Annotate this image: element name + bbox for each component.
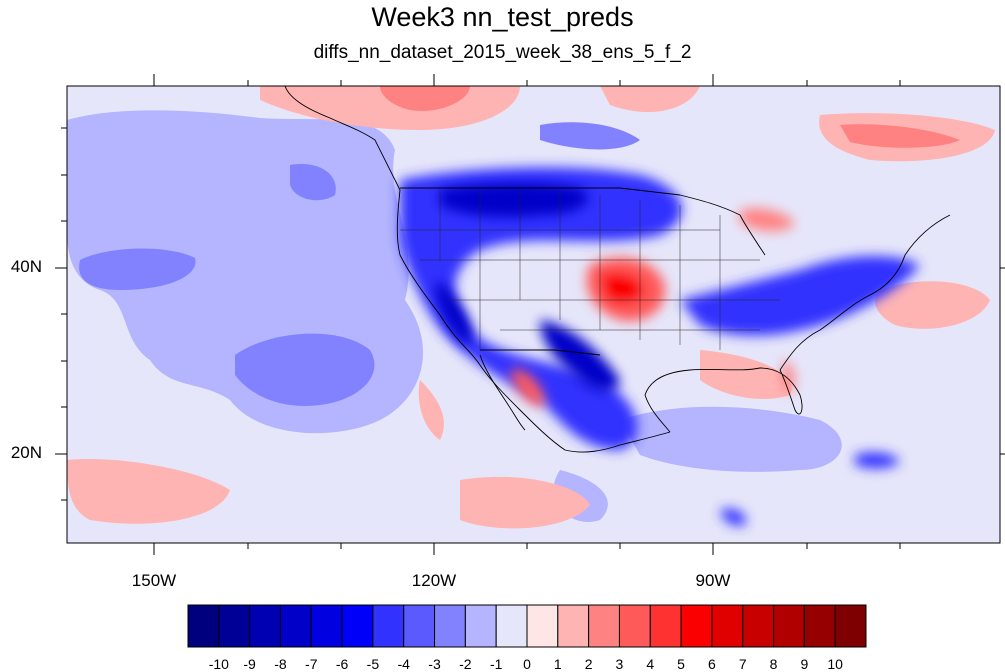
colorbar-tick-label: 4 — [646, 656, 655, 672]
colorbar-swatch — [588, 604, 620, 648]
colorbar-swatch — [618, 604, 651, 648]
colorbar-tick-label: 6 — [708, 656, 716, 672]
field-strong-blue — [400, 167, 920, 526]
colorbar-tick-label: -8 — [274, 656, 287, 672]
colorbar-swatch — [372, 604, 405, 648]
colorbar-tick-label: 8 — [769, 656, 778, 672]
colorbar-tick-label: 1 — [553, 656, 562, 672]
colorbar-swatch — [680, 604, 713, 648]
coastlines — [284, 86, 951, 453]
colorbar-tick-label: -3 — [428, 656, 441, 672]
colorbar-swatch — [649, 604, 682, 648]
colorbar-tick-label: 9 — [800, 656, 809, 672]
colorbar-swatch — [495, 604, 528, 648]
colorbar-swatch — [526, 604, 559, 648]
colorbar-tick-label: 2 — [584, 656, 593, 672]
colorbar-swatch — [403, 604, 436, 648]
colorbar-tick-label: -6 — [335, 656, 349, 672]
lat-label-20n: 20N — [10, 443, 42, 462]
colorbar-tick-label: -2 — [459, 656, 472, 672]
field-medium-red — [380, 86, 960, 148]
lon-label-120w: 120W — [411, 571, 457, 590]
state-borders — [400, 190, 780, 350]
colorbar-swatch — [279, 604, 312, 648]
colorbar-swatch — [341, 604, 374, 648]
colorbar-tick-label: -1 — [489, 656, 503, 672]
colorbar-swatch — [434, 604, 466, 648]
lat-label-40n: 40N — [10, 257, 42, 276]
colorbar-swatch — [742, 604, 775, 648]
colorbar-swatch — [249, 604, 281, 648]
colorbar-swatch — [187, 604, 220, 648]
colorbar-swatch — [218, 604, 251, 648]
colorbar-tick-label: 5 — [677, 656, 685, 672]
colorbar-tick-label: -9 — [243, 656, 256, 672]
colorbar-swatch — [464, 604, 497, 648]
colorbar-swatch — [834, 604, 867, 648]
field-warm-core — [510, 208, 795, 406]
colorbar-tick-label: -5 — [366, 656, 380, 672]
colorbar-swatch — [310, 604, 343, 648]
colorbar-tick-label: 7 — [738, 656, 747, 672]
plot-area — [67, 86, 1000, 543]
field-darkest-blue — [435, 182, 620, 392]
lon-label-90w: 90W — [695, 571, 731, 590]
field-medium-blue — [79, 122, 640, 406]
colorbar-tick-label: -4 — [397, 656, 410, 672]
colorbar-swatch — [803, 604, 836, 648]
map-title: Week3 nn_test_preds — [371, 2, 634, 32]
colorbar-tick-label: -7 — [305, 656, 318, 672]
lon-label-150w: 150W — [131, 571, 177, 590]
colorbar-swatch — [557, 604, 590, 648]
colorbar — [187, 604, 867, 648]
colorbar-tick-label: 0 — [523, 656, 531, 672]
colorbar-tick-label: 10 — [827, 656, 843, 672]
colorbar-tick-label: -10 — [208, 656, 229, 672]
map-subtitle: diffs_nn_dataset_2015_week_38_ens_5_f_2 — [313, 42, 692, 63]
colorbar-swatch — [711, 604, 744, 648]
axis-ticks — [55, 74, 1005, 555]
colorbar-swatch — [773, 604, 805, 648]
colorbar-tick-label: 3 — [615, 656, 624, 672]
